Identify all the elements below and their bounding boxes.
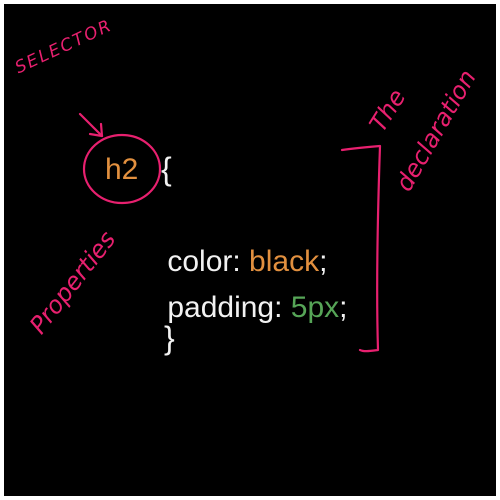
- open-brace: {: [161, 151, 172, 187]
- declaration-bracket: [340, 144, 382, 353]
- value-black: black: [249, 245, 320, 278]
- selector-arrow: [78, 112, 104, 138]
- declaration-line-color: color: black;: [134, 217, 327, 307]
- code-diagram-canvas: h2 { color: black; padding: 5px; } SELEC…: [4, 4, 496, 496]
- selector-arrowhead: [88, 122, 104, 138]
- property-color: color:: [167, 245, 241, 278]
- declaration-annotation-declaration: declaration: [390, 64, 482, 196]
- property-padding: padding:: [167, 291, 283, 324]
- semicolon: ;: [319, 245, 328, 278]
- selector-annotation: SELECTOR: [12, 15, 116, 79]
- value-5px: 5px: [290, 291, 340, 324]
- properties-annotation: Properties: [24, 225, 122, 340]
- semicolon: ;: [339, 291, 348, 324]
- selector-h2: h2: [105, 153, 139, 186]
- declaration-annotation-the: The: [364, 84, 412, 137]
- close-brace: }: [164, 320, 175, 356]
